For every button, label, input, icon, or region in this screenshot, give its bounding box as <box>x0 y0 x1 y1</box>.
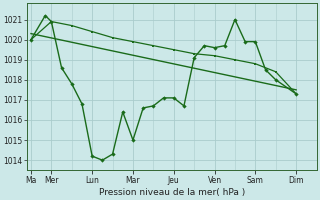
X-axis label: Pression niveau de la mer( hPa ): Pression niveau de la mer( hPa ) <box>99 188 245 197</box>
